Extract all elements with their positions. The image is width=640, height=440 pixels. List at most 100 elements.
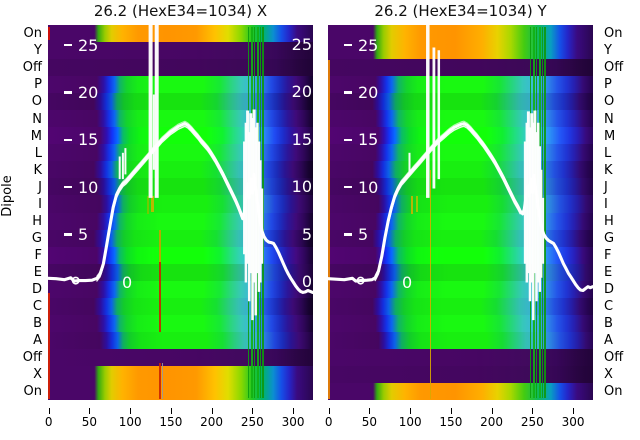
dipole-row-label-right: P	[604, 77, 612, 93]
heatmap-artifact-line	[158, 262, 161, 332]
heatmap-artifact-line	[158, 363, 161, 399]
dipole-row-label-left: B	[33, 316, 42, 332]
x-tick-mark	[450, 408, 452, 414]
y-tick-dash	[64, 138, 72, 142]
heatmap-row-a	[48, 331, 313, 349]
x-tick-mark	[211, 408, 213, 414]
x-tick-label: 50	[361, 415, 378, 429]
heatmap-row-off	[328, 348, 593, 366]
heatmap-row-x	[328, 365, 593, 383]
x-tick-label: 250	[520, 415, 544, 429]
heatmap-row-on	[328, 382, 593, 400]
y-tick-label-left: 15	[64, 130, 98, 149]
y-zero-label: 0	[402, 273, 412, 292]
heatmap-row-on	[328, 25, 593, 43]
y-tick-dash	[64, 185, 72, 189]
heatmap-row-x	[48, 365, 313, 383]
trace-start-marker	[71, 276, 80, 285]
dipole-row-label-left: On	[23, 26, 42, 42]
y-tick-label-right: 0	[301, 272, 312, 291]
y-tick-dash	[344, 233, 352, 236]
dipole-row-label-right: On	[604, 26, 623, 42]
y-tick-dash	[64, 91, 72, 94]
y-tick-label-left: 25	[64, 35, 99, 55]
dipole-row-label-left: Off	[22, 350, 42, 366]
y-tick-value: 15	[358, 130, 379, 150]
white-trace	[374, 125, 521, 282]
y-tick-value: 10	[358, 177, 379, 197]
left-panel-title: 26.2 (HexE34=1034) X	[93, 2, 268, 20]
y-tick-label-right: 10	[291, 177, 312, 197]
heatmap-artifact-line	[161, 363, 164, 399]
y-tick-value: 5	[78, 225, 89, 245]
x-tick-mark	[328, 408, 330, 414]
right-panel-title: 26.2 (HexE34=1034) Y	[374, 2, 547, 20]
x-tick-mark	[170, 408, 172, 414]
x-tick-mark	[252, 408, 254, 414]
x-axis-left-panel: 0 50 100 150 200 250 300	[45, 400, 313, 436]
x-tick-label: 100	[118, 415, 142, 429]
dipole-row-label-right: On	[604, 384, 623, 400]
dipole-row-label-left: M	[30, 128, 42, 144]
dipole-row-label-left: K	[33, 162, 42, 178]
dipole-row-label-right: Off	[604, 60, 624, 76]
x-tick-label: 0	[44, 415, 53, 429]
x-tick-label: 300	[561, 415, 585, 429]
dipole-row-labels-right: On Y Off P O N M L K J I H G F E D C B A Off X On	[604, 0, 638, 440]
y-tick-dash	[64, 233, 72, 236]
heatmap-row-b	[328, 314, 593, 332]
heatmap-row-d	[328, 280, 593, 298]
y-tick-label-left: 25	[344, 36, 378, 55]
dipole-row-label-left: Y	[34, 43, 42, 59]
dipole-row-label-left: J	[38, 179, 42, 195]
dipole-row-label-left: I	[38, 196, 42, 212]
heatmap-row-off	[48, 59, 313, 77]
y-tick-value: 20	[358, 82, 379, 102]
heatmap-artifact-line	[429, 170, 432, 399]
y-tick-label-right: 15	[291, 129, 312, 149]
heatmap-panel-y: 25 20 15 10 5 0	[328, 25, 593, 400]
trace-overlay	[48, 25, 313, 321]
dipole-row-label-left: N	[32, 111, 42, 127]
white-trace	[96, 120, 242, 277]
x-tick-label: 50	[81, 415, 98, 429]
heatmap-artifact-line	[544, 27, 546, 398]
heatmap-panel-x: 25 20 15 10 5 0 25 20 15 10 5 0	[48, 25, 313, 400]
y-tick-value: 10	[78, 177, 99, 197]
y-tick-label-left: 20	[64, 83, 98, 102]
y-tick-label-left: 5	[64, 225, 89, 245]
dipole-row-label-left: X	[33, 367, 42, 383]
x-tick-mark	[48, 408, 50, 414]
heatmap-row-off	[48, 348, 313, 366]
x-tick-label: 150	[439, 415, 463, 429]
dipole-row-label-left: L	[34, 145, 42, 161]
dipole-row-label-right: J	[604, 179, 608, 195]
x-tick-label: 250	[240, 415, 264, 429]
y-tick-label-left: 20	[344, 82, 379, 102]
x-tick-mark	[573, 408, 575, 414]
x-tick-mark	[410, 408, 412, 414]
dipole-row-label-left: O	[31, 94, 42, 110]
x-tick-label: 0	[324, 415, 333, 429]
dipole-row-label-right: N	[604, 111, 614, 127]
x-tick-label: 150	[159, 415, 183, 429]
y-tick-value: 0	[122, 272, 133, 292]
dipole-row-label-left: A	[33, 333, 42, 349]
dipole-row-label-right: X	[604, 367, 613, 383]
y-tick-dash	[344, 43, 352, 47]
y-tick-label-right: 25	[291, 35, 312, 54]
dipole-row-label-right: L	[604, 145, 612, 161]
dipole-row-label-right: I	[604, 196, 608, 212]
heatmap-artifact-line	[415, 196, 419, 212]
x-tick-mark	[89, 408, 91, 414]
y-tick-value: 25	[78, 35, 99, 55]
x-tick-mark	[491, 408, 493, 414]
dipole-row-label-right: C	[604, 299, 614, 315]
x-tick-mark	[369, 408, 371, 414]
heatmap-artifact-line	[146, 196, 150, 214]
y-tick-value: 5	[358, 225, 369, 245]
y-tick-dash	[344, 91, 352, 94]
white-trace	[48, 122, 313, 294]
x-tick-label: 200	[200, 415, 224, 429]
heatmap-row-a	[328, 331, 593, 349]
